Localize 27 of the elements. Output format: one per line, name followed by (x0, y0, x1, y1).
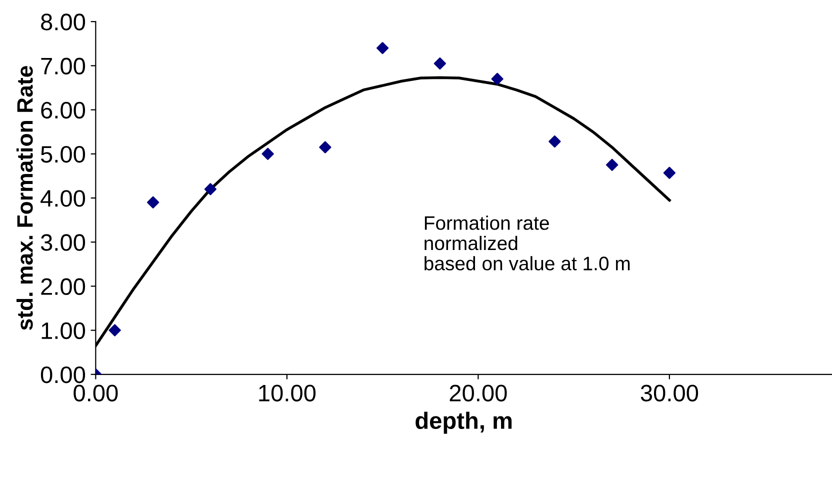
point (606, 158, 618, 171)
y-tick-label: 2.00 (41, 278, 86, 295)
y-tick-label: 4.00 (40, 190, 86, 207)
y-tick-label: 5.00 (40, 146, 86, 163)
x-tick-label: 10.00 (259, 384, 316, 402)
x-axis-title: depth, m (416, 412, 512, 434)
point (491, 72, 504, 86)
point (204, 183, 217, 196)
x-tick-label: 20.00 (450, 384, 507, 402)
annotation: Formation rate normalized based on value at 1.0 m (424, 216, 630, 270)
y-tick-label: 1.00 (42, 322, 86, 340)
point (663, 166, 676, 179)
point (146, 196, 160, 208)
point (376, 42, 389, 54)
y-tick-label: 3.00 (40, 234, 86, 251)
x-tick-label: 0.00 (74, 384, 118, 402)
y-axis-title: std. max. Formation Rate (16, 66, 33, 330)
point (548, 135, 561, 148)
point (108, 324, 121, 336)
y-tick-label: 7.00 (41, 58, 86, 74)
x-tick-label: 30.00 (640, 384, 698, 402)
point (262, 148, 274, 160)
y-tick-label: 6.00 (41, 102, 86, 119)
y-tick-label: 0.00 (40, 366, 86, 384)
point (434, 57, 446, 70)
point (319, 141, 332, 154)
y-tick-label: 8.00 (41, 14, 86, 30)
